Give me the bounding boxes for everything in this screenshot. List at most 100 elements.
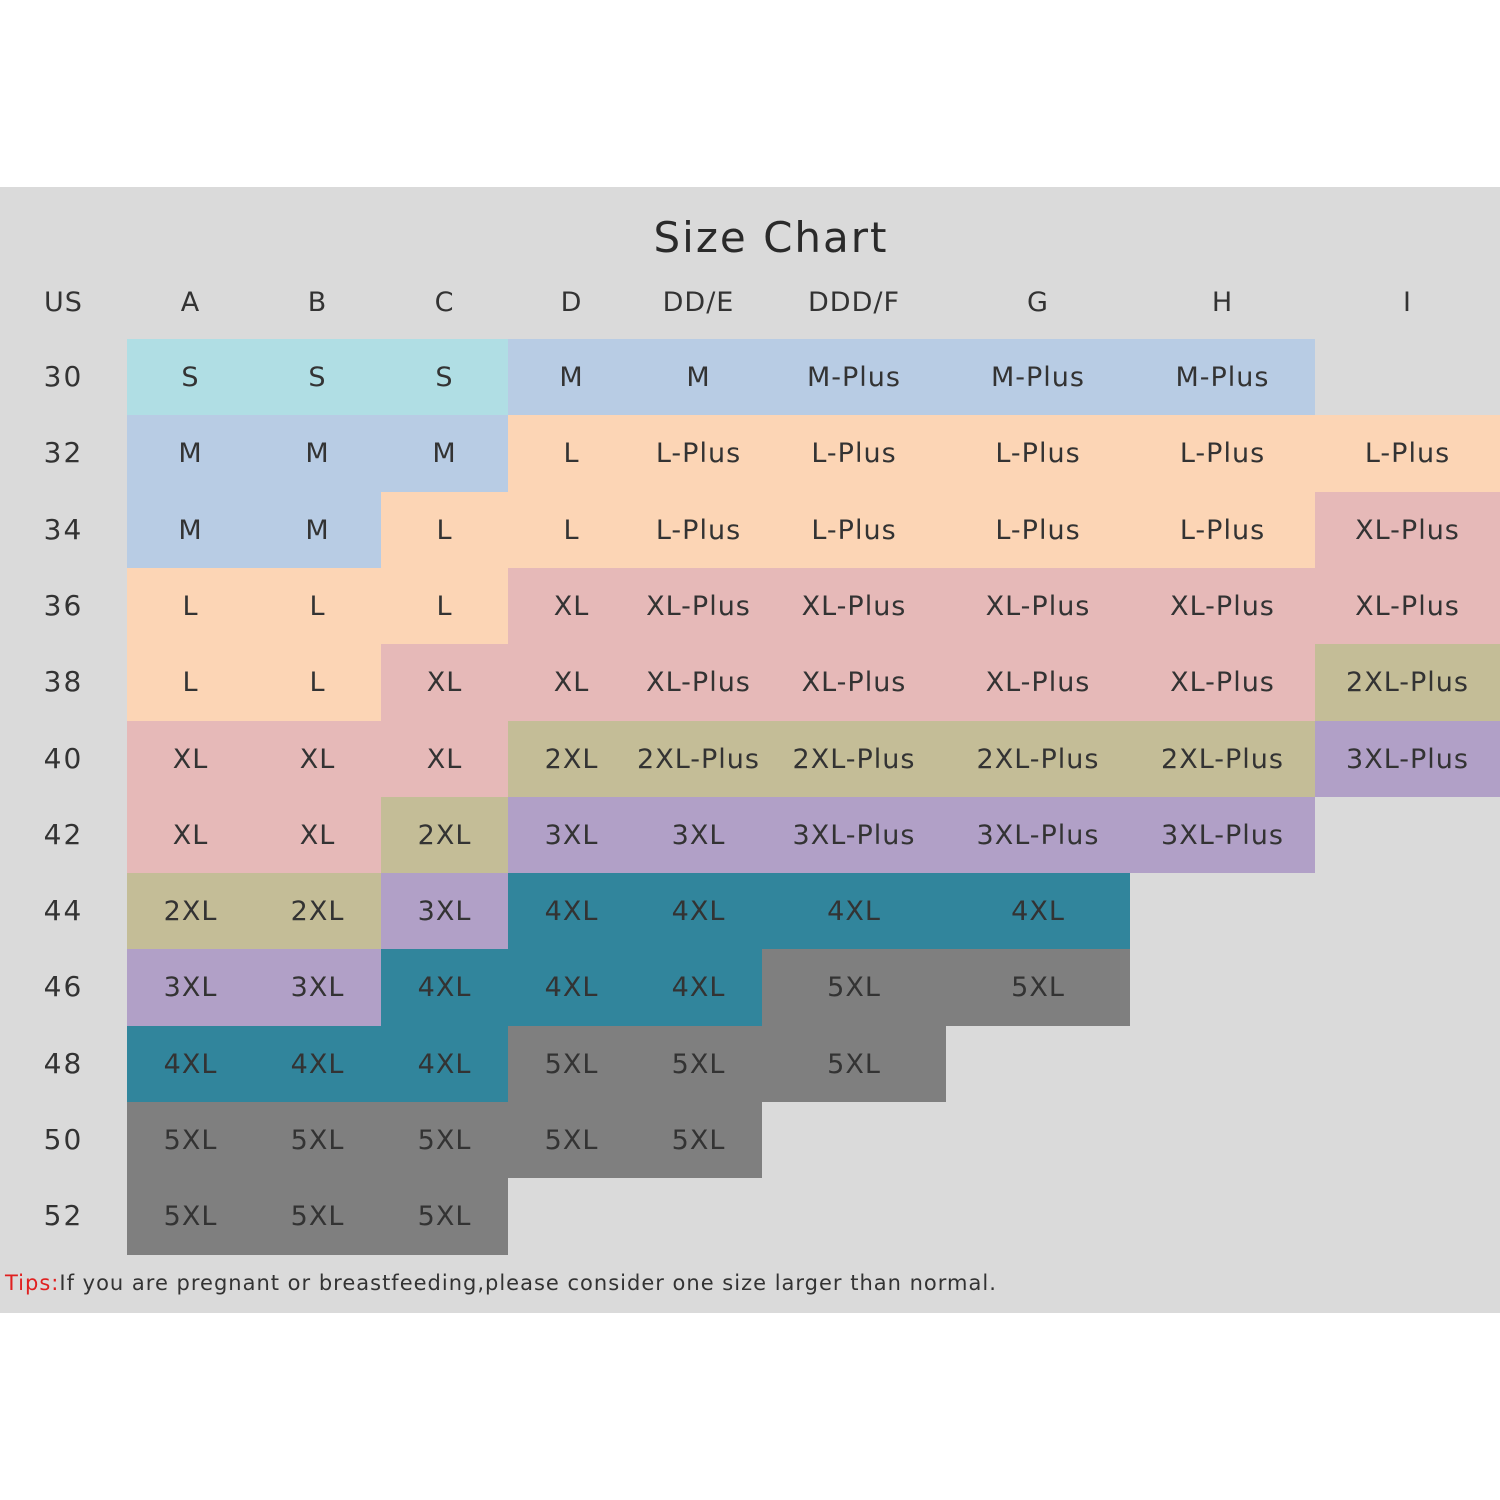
page-title: Size Chart [653, 213, 889, 262]
size-cell: XL-Plus [762, 568, 946, 644]
size-cell: L-Plus [946, 415, 1130, 492]
size-cell: 3XL-Plus [762, 797, 946, 873]
size-cell: 5XL [127, 1102, 254, 1178]
size-cell: XL [127, 721, 254, 797]
band-label: 48 [43, 1046, 84, 1080]
size-cell: 2XL [127, 873, 254, 949]
band-label: 36 [43, 588, 84, 622]
size-cell: 4XL [508, 873, 635, 949]
size-cell: M [254, 415, 381, 492]
size-cell: 3XL-Plus [1130, 797, 1315, 873]
cup-header-3: D [560, 287, 583, 318]
size-cell: 3XL [381, 873, 508, 949]
size-cell: 5XL [254, 1178, 381, 1255]
size-cell: XL [254, 721, 381, 797]
size-cell: XL [381, 644, 508, 721]
band-label: 30 [43, 360, 84, 393]
size-cell: XL-Plus [635, 568, 762, 644]
cup-header-1: B [307, 287, 328, 318]
size-cell: L-Plus [1315, 415, 1500, 492]
size-cell: L-Plus [946, 492, 1130, 568]
size-cell: M [508, 339, 635, 415]
size-cell: 4XL [127, 1026, 254, 1102]
size-cell: L-Plus [762, 415, 946, 492]
size-cell: L [254, 568, 381, 644]
tips-label: Tips: [5, 1271, 60, 1295]
size-cell: XL [127, 797, 254, 873]
size-cell: XL-Plus [1315, 568, 1500, 644]
band-label: 38 [43, 665, 84, 699]
size-cell: M [127, 492, 254, 568]
size-cell: XL [508, 568, 635, 644]
size-cell: S [381, 339, 508, 415]
size-cell: XL-Plus [1315, 492, 1500, 568]
size-cell: 2XL-Plus [762, 721, 946, 797]
size-cell: 5XL [946, 949, 1130, 1026]
band-label: 46 [43, 970, 84, 1004]
band-label: 42 [43, 817, 84, 851]
size-cell: XL [254, 797, 381, 873]
size-cell: 2XL [254, 873, 381, 949]
cup-header-4: DD/E [662, 287, 735, 318]
size-cell: XL [381, 721, 508, 797]
size-cell: L-Plus [635, 492, 762, 568]
size-cell: 3XL [508, 797, 635, 873]
size-cell: XL-Plus [635, 644, 762, 721]
cup-header-8: I [1403, 287, 1412, 318]
size-cell: XL-Plus [762, 644, 946, 721]
cup-header-7: H [1211, 287, 1234, 318]
size-cell: 5XL [381, 1178, 508, 1255]
size-cell: 5XL [762, 1026, 946, 1102]
size-cell: XL-Plus [946, 644, 1130, 721]
size-cell: L [127, 568, 254, 644]
size-cell: 4XL [946, 873, 1130, 949]
cup-header-5: DDD/F [808, 287, 900, 318]
size-cell: XL-Plus [946, 568, 1130, 644]
size-cell: 5XL [635, 1026, 762, 1102]
band-label: 40 [43, 741, 84, 775]
band-label: 32 [43, 436, 84, 470]
size-cell: 3XL [254, 949, 381, 1026]
size-cell: 5XL [508, 1026, 635, 1102]
corner-label-us: US [44, 287, 83, 318]
band-label: 50 [43, 1123, 84, 1156]
cup-header-6: G [1027, 287, 1049, 318]
size-cell: 3XL [127, 949, 254, 1026]
size-cell: L-Plus [762, 492, 946, 568]
size-cell: 3XL [635, 797, 762, 873]
size-cell: 4XL [381, 1026, 508, 1102]
size-cell: 4XL [762, 873, 946, 949]
size-cell: M-Plus [762, 339, 946, 415]
size-cell: 2XL-Plus [946, 721, 1130, 797]
size-cell: L-Plus [1130, 415, 1315, 492]
size-cell: 4XL [635, 873, 762, 949]
size-cell: M-Plus [946, 339, 1130, 415]
size-cell: XL-Plus [1130, 644, 1315, 721]
size-cell: 3XL-Plus [946, 797, 1130, 873]
size-cell: L [508, 415, 635, 492]
size-cell: 4XL [254, 1026, 381, 1102]
size-cell: L [381, 568, 508, 644]
size-cell: M [381, 415, 508, 492]
size-cell: 2XL-Plus [635, 721, 762, 797]
size-cell: 5XL [127, 1178, 254, 1255]
tips-text: If you are pregnant or breastfeeding,ple… [59, 1271, 997, 1295]
size-cell: 5XL [635, 1102, 762, 1178]
band-label: 34 [43, 512, 84, 546]
size-cell: XL [508, 644, 635, 721]
size-cell: L [508, 492, 635, 568]
size-cell: XL-Plus [1130, 568, 1315, 644]
size-cell: M [127, 415, 254, 492]
size-cell: 2XL [381, 797, 508, 873]
size-cell: M [254, 492, 381, 568]
size-cell: L-Plus [1130, 492, 1315, 568]
size-cell: S [254, 339, 381, 415]
cup-header-0: A [180, 287, 201, 318]
size-cell: 5XL [381, 1102, 508, 1178]
size-cell: 2XL [508, 721, 635, 797]
size-cell: S [127, 339, 254, 415]
size-cell: 5XL [254, 1102, 381, 1178]
size-cell: 4XL [508, 949, 635, 1026]
tips-note: Tips:If you are pregnant or breastfeedin… [5, 1271, 997, 1295]
band-label: 52 [43, 1199, 84, 1233]
